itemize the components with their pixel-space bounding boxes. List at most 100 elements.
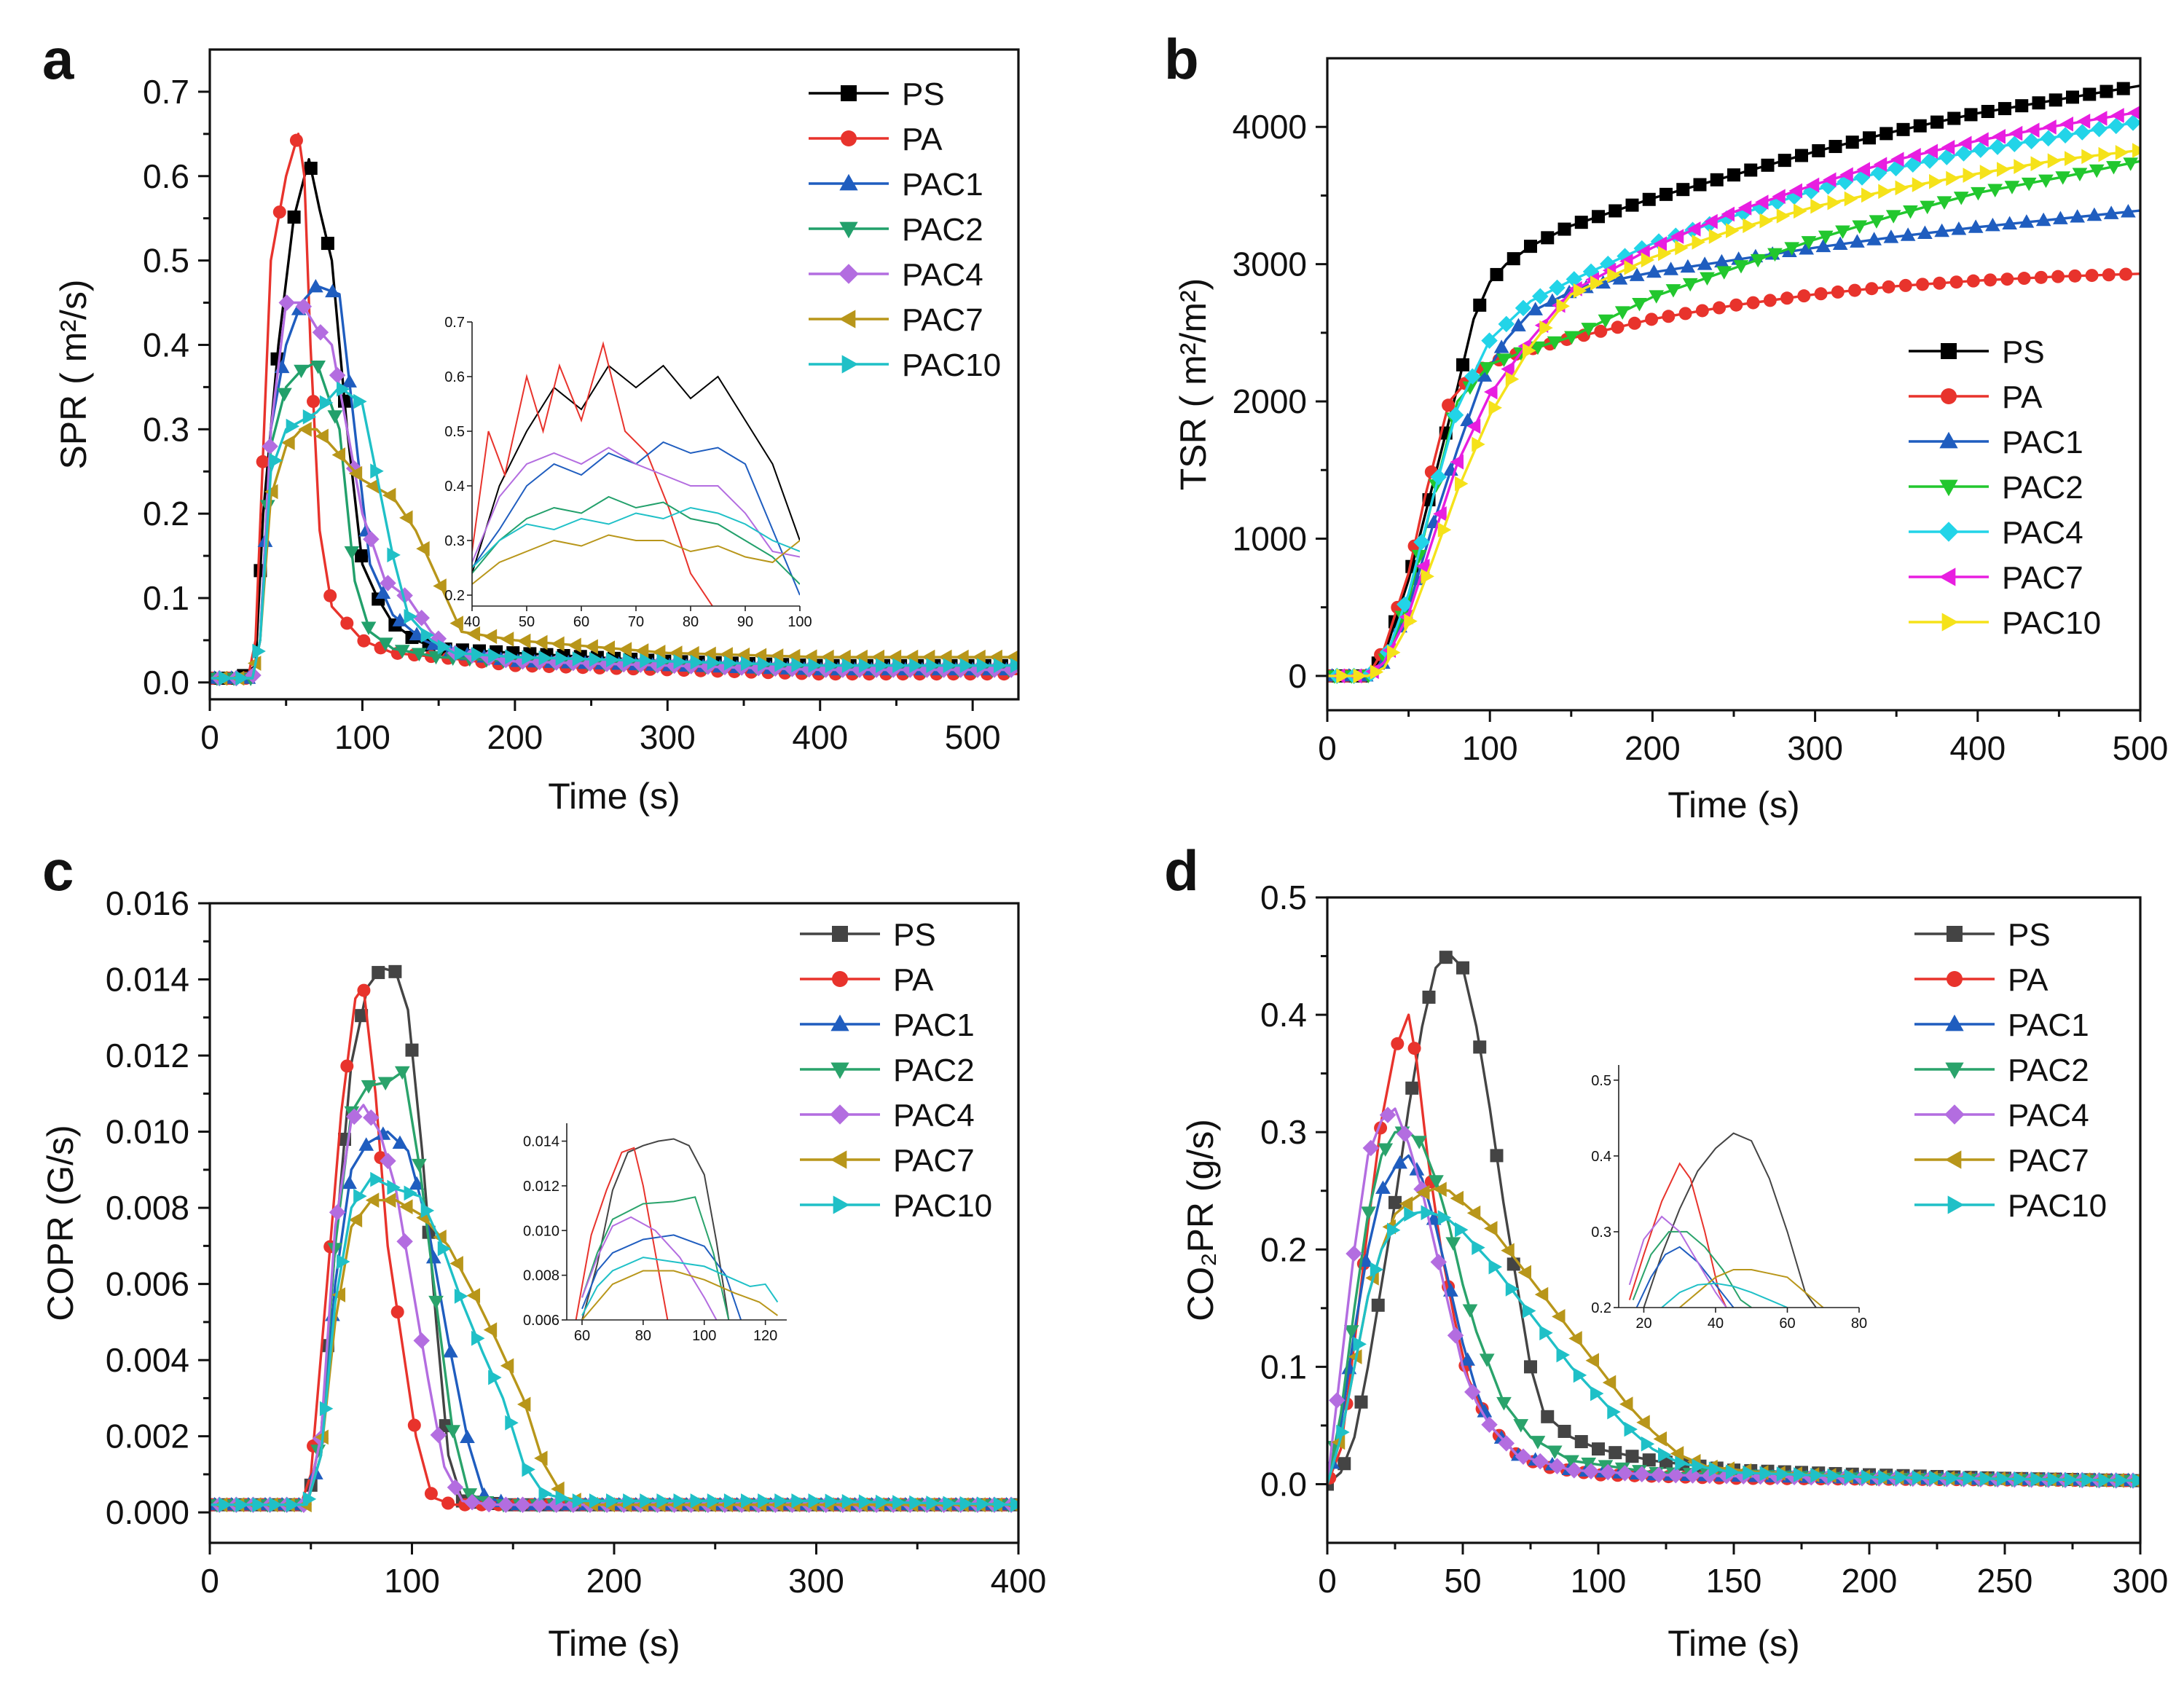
- data-point-PA: [2051, 270, 2065, 283]
- inset-line-PA: [575, 1147, 669, 1320]
- data-point-PAC2: [1530, 341, 1546, 355]
- data-point-PAC7: [433, 578, 447, 594]
- x-tick-label: 300: [1787, 729, 1843, 767]
- data-point-PAC2: [1581, 1458, 1597, 1471]
- data-point-PA: [256, 455, 270, 468]
- data-point-PA: [1611, 321, 1625, 334]
- data-point-PAC1: [2035, 212, 2051, 227]
- data-point-PS: [1405, 1081, 1419, 1095]
- x-tick-label: 500: [945, 718, 1001, 756]
- data-point-PA: [1848, 283, 1862, 297]
- y-tick-label: 0: [1288, 657, 1307, 695]
- data-point-PAC2: [2123, 157, 2139, 171]
- data-point-PAC7: [753, 648, 767, 664]
- data-point-PAC4: [463, 1493, 481, 1511]
- data-point-PAC10: [1437, 1210, 1452, 1225]
- inset-x-tick-label: 40: [1708, 1316, 1724, 1332]
- data-point-PAC10: [2115, 145, 2129, 160]
- data-point-PAC10: [420, 627, 435, 643]
- data-point-PAC7: [669, 645, 683, 661]
- data-point-PS: [1388, 1195, 1402, 1209]
- data-point-PAC10: [1472, 436, 1485, 452]
- data-point-PAC7: [416, 541, 430, 557]
- inset-y-tick-label: 0.5: [1591, 1073, 1611, 1089]
- data-point-PAC4: [2108, 117, 2125, 135]
- data-point-PA: [1966, 274, 1980, 288]
- data-point-PAC4: [1650, 1466, 1668, 1483]
- data-point-PA: [1746, 296, 1760, 310]
- data-point-PAC10: [976, 658, 991, 674]
- data-point-PAC1: [2002, 216, 2017, 229]
- data-point-PAC10: [1827, 1468, 1841, 1484]
- x-tick-label: 400: [991, 1562, 1047, 1600]
- y-tick-label: 0.3: [143, 410, 189, 448]
- data-point-PS: [1541, 231, 1555, 245]
- data-point-PAC7: [399, 510, 413, 526]
- data-point-PAC4: [1549, 279, 1566, 296]
- data-point-PAC10: [858, 658, 873, 674]
- data-point-PS: [287, 210, 301, 224]
- data-point-PAC7: [804, 649, 817, 665]
- data-point-PAC7: [1602, 1375, 1617, 1391]
- data-point-PAC2: [394, 645, 410, 659]
- legend-marker-PAC7: [1939, 567, 1956, 586]
- data-point-PAC7: [1484, 384, 1498, 400]
- legend-marker-PAC4: [838, 264, 859, 284]
- data-point-PS: [1964, 108, 1978, 122]
- data-point-PAC7: [1501, 1243, 1515, 1259]
- data-point-PAC10: [269, 1497, 283, 1513]
- legend-label-PAC10: PAC10: [2008, 1188, 2107, 1224]
- data-point-PAC1: [1866, 232, 1882, 245]
- data-point-PAC10: [1455, 476, 1469, 492]
- data-point-PAC2: [428, 1295, 444, 1310]
- data-point-PAC10: [690, 654, 704, 670]
- x-axis-label: Time (s): [548, 776, 680, 817]
- inset-line-PAC10: [1661, 1282, 1788, 1308]
- data-point-PA: [1729, 298, 1743, 312]
- data-point-PAC4: [1498, 315, 1515, 333]
- data-point-PAC2: [1564, 1455, 1579, 1469]
- data-point-PAC10: [1573, 283, 1587, 299]
- data-point-PS: [1828, 140, 1842, 154]
- x-axis-label: Time (s): [1668, 1623, 1799, 1664]
- data-point-PAC10: [404, 608, 417, 624]
- inset-x-tick-label: 40: [464, 614, 480, 630]
- data-point-PS: [1608, 1446, 1622, 1460]
- data-point-PAC7: [331, 447, 346, 463]
- inset-y-tick-label: 0.2: [1591, 1300, 1611, 1316]
- inset-x-tick-label: 50: [519, 614, 535, 630]
- inset-x-tick-label: 80: [1851, 1316, 1867, 1332]
- data-point-PAC4: [1447, 1326, 1464, 1344]
- data-point-PS: [1592, 210, 1605, 224]
- data-point-PAC10: [1370, 664, 1384, 680]
- plot-area-d: [1327, 951, 2140, 1491]
- x-tick-label: 100: [334, 718, 390, 756]
- data-point-PAC1: [375, 1126, 391, 1140]
- data-point-PAC10: [1488, 1259, 1502, 1275]
- data-point-PAC2: [1547, 1445, 1563, 1459]
- data-point-PAC7: [1975, 132, 1989, 148]
- data-point-PAC1: [342, 374, 357, 388]
- data-point-PAC7: [1941, 139, 1955, 155]
- data-point-PAC10: [1895, 1470, 1909, 1485]
- data-point-PAC10: [623, 653, 637, 668]
- data-point-PAC10: [825, 658, 839, 674]
- data-point-PAC4: [1346, 1245, 1362, 1262]
- data-point-PAC2: [327, 410, 343, 424]
- data-point-PAC4: [498, 1496, 514, 1513]
- data-point-PAC4: [380, 575, 396, 591]
- x-tick-label: 200: [1625, 729, 1681, 767]
- data-point-PAC2: [1903, 205, 1918, 219]
- data-point-PAC2: [1852, 220, 1868, 234]
- data-point-PAC4: [413, 609, 430, 626]
- data-point-PAC7: [1805, 177, 1820, 193]
- inset-line-PAC7: [472, 534, 800, 585]
- data-point-PS: [2032, 96, 2046, 110]
- data-point-PAC7: [1484, 1221, 1498, 1236]
- data-point-PAC2: [1598, 314, 1614, 329]
- data-point-PAC10: [1844, 1469, 1858, 1485]
- data-point-PAC4: [1989, 138, 2006, 155]
- data-point-PAC10: [1505, 372, 1520, 387]
- data-point-PAC2: [1733, 260, 1749, 274]
